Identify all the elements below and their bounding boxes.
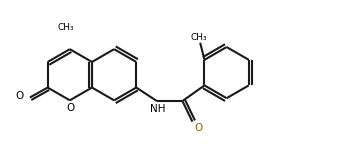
Text: CH₃: CH₃ [190, 33, 207, 42]
Text: O: O [16, 91, 24, 101]
Text: O: O [66, 103, 75, 113]
Text: O: O [195, 123, 203, 133]
Text: CH₃: CH₃ [58, 23, 74, 32]
Text: NH: NH [150, 104, 165, 114]
